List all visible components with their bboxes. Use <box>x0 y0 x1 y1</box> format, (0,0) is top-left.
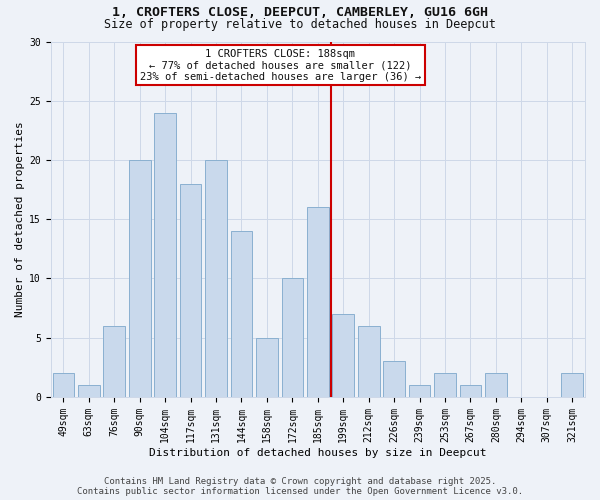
Bar <box>358 326 380 397</box>
Bar <box>460 385 481 397</box>
Bar <box>562 374 583 397</box>
Bar <box>129 160 151 397</box>
Bar <box>281 278 303 397</box>
Bar <box>383 362 405 397</box>
Bar <box>53 374 74 397</box>
Text: 1 CROFTERS CLOSE: 188sqm
← 77% of detached houses are smaller (122)
23% of semi-: 1 CROFTERS CLOSE: 188sqm ← 77% of detach… <box>140 48 421 82</box>
Y-axis label: Number of detached properties: Number of detached properties <box>15 122 25 317</box>
Bar <box>230 231 252 397</box>
Bar <box>180 184 202 397</box>
Bar <box>256 338 278 397</box>
Text: Size of property relative to detached houses in Deepcut: Size of property relative to detached ho… <box>104 18 496 31</box>
Bar <box>205 160 227 397</box>
Bar <box>103 326 125 397</box>
Bar <box>485 374 507 397</box>
X-axis label: Distribution of detached houses by size in Deepcut: Distribution of detached houses by size … <box>149 448 487 458</box>
Bar <box>307 208 329 397</box>
Bar <box>409 385 430 397</box>
Bar <box>78 385 100 397</box>
Bar <box>434 374 456 397</box>
Bar <box>332 314 354 397</box>
Bar <box>154 112 176 397</box>
Text: 1, CROFTERS CLOSE, DEEPCUT, CAMBERLEY, GU16 6GH: 1, CROFTERS CLOSE, DEEPCUT, CAMBERLEY, G… <box>112 6 488 20</box>
Text: Contains HM Land Registry data © Crown copyright and database right 2025.
Contai: Contains HM Land Registry data © Crown c… <box>77 476 523 496</box>
